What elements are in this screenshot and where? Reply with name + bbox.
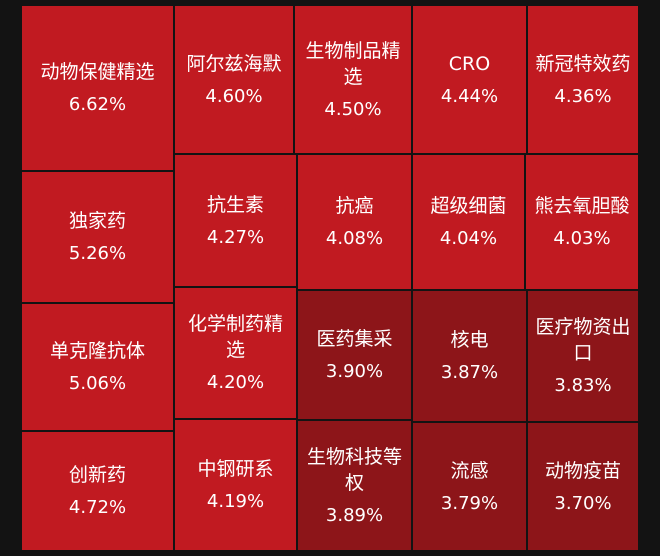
tile-name: 生物科技等权: [306, 445, 402, 494]
tile-change: 3.79%: [440, 492, 499, 514]
tile-change: 4.04%: [439, 228, 498, 249]
tile-change: 3.89%: [325, 504, 384, 526]
tile-nuclear-power[interactable]: 核电 3.87%: [411, 289, 528, 423]
tile-anti-cancer[interactable]: 抗癌 4.08%: [296, 153, 413, 291]
tile-name: 动物保健精选: [40, 61, 155, 83]
tile-change: 4.60%: [205, 85, 263, 107]
tile-name: 医疗物资出口: [535, 316, 631, 364]
tile-change: 4.19%: [206, 491, 265, 512]
tile-name: CRO: [448, 52, 491, 75]
tile-name: 独家药: [68, 210, 126, 232]
tile-change: 3.83%: [554, 375, 612, 396]
tile-change: 4.72%: [68, 497, 127, 518]
tile-change: 4.27%: [206, 226, 265, 248]
tile-name: 中钢研系: [197, 458, 274, 480]
tile-alzheimers[interactable]: 阿尔兹海默 4.60%: [173, 4, 295, 155]
tile-pharma-procurement[interactable]: 医药集采 3.90%: [296, 289, 413, 421]
tile-name: 新冠特效药: [535, 52, 631, 75]
tile-monoclonal-antibodies[interactable]: 单克隆抗体 5.06%: [20, 302, 175, 432]
tile-name: 单克隆抗体: [49, 340, 145, 362]
tile-change: 5.06%: [68, 373, 127, 394]
tile-medical-supplies-export[interactable]: 医疗物资出口 3.83%: [526, 289, 640, 423]
tile-name: 动物疫苗: [544, 459, 621, 482]
tile-change: 3.87%: [440, 362, 499, 383]
tile-innovative-drugs[interactable]: 创新药 4.72%: [20, 430, 175, 552]
tile-name: 抗生素: [206, 193, 264, 216]
tile-exclusive-drugs[interactable]: 独家药 5.26%: [20, 170, 175, 304]
tile-name: 超级细菌: [430, 195, 507, 217]
tile-cro[interactable]: CRO 4.44%: [411, 4, 528, 155]
tile-name: 医药集采: [316, 328, 393, 350]
tile-change: 4.44%: [440, 85, 499, 107]
tile-covid-drugs[interactable]: 新冠特效药 4.36%: [526, 4, 640, 155]
tile-ursodeoxycholic-acid[interactable]: 熊去氧胆酸 4.03%: [524, 153, 640, 291]
tile-influenza[interactable]: 流感 3.79%: [411, 421, 528, 552]
tile-chemical-pharma-select[interactable]: 化学制药精选 4.20%: [173, 286, 298, 420]
tile-change: 4.08%: [325, 228, 384, 249]
tile-antibiotics[interactable]: 抗生素 4.27%: [173, 153, 298, 288]
tile-biotech-equal-weight[interactable]: 生物科技等权 3.89%: [296, 419, 413, 552]
tile-animal-vaccines[interactable]: 动物疫苗 3.70%: [526, 421, 640, 552]
tile-change: 4.50%: [324, 98, 382, 120]
tile-name: 抗癌: [335, 195, 374, 217]
tile-name: 生物制品精选: [305, 39, 401, 88]
tile-name: 核电: [450, 329, 489, 351]
tile-name: 流感: [450, 459, 489, 482]
tile-change: 3.70%: [554, 492, 612, 514]
tile-name: 化学制药精选: [187, 313, 283, 361]
tile-change: 4.20%: [206, 372, 265, 393]
tile-name: 创新药: [68, 464, 126, 486]
tile-name: 熊去氧胆酸: [534, 195, 630, 217]
tile-name: 阿尔兹海默: [186, 52, 282, 75]
tile-change: 4.36%: [554, 85, 612, 107]
tile-change: 5.26%: [68, 243, 127, 264]
tile-superbugs[interactable]: 超级细菌 4.04%: [411, 153, 526, 291]
tile-animal-health-select[interactable]: 动物保健精选 6.62%: [20, 4, 175, 172]
tile-biologics-select[interactable]: 生物制品精选 4.50%: [293, 4, 413, 155]
tile-sinosteel-research[interactable]: 中钢研系 4.19%: [173, 418, 298, 552]
tile-change: 3.90%: [325, 361, 384, 382]
tile-change: 4.03%: [553, 228, 611, 249]
tile-change: 6.62%: [68, 94, 127, 115]
